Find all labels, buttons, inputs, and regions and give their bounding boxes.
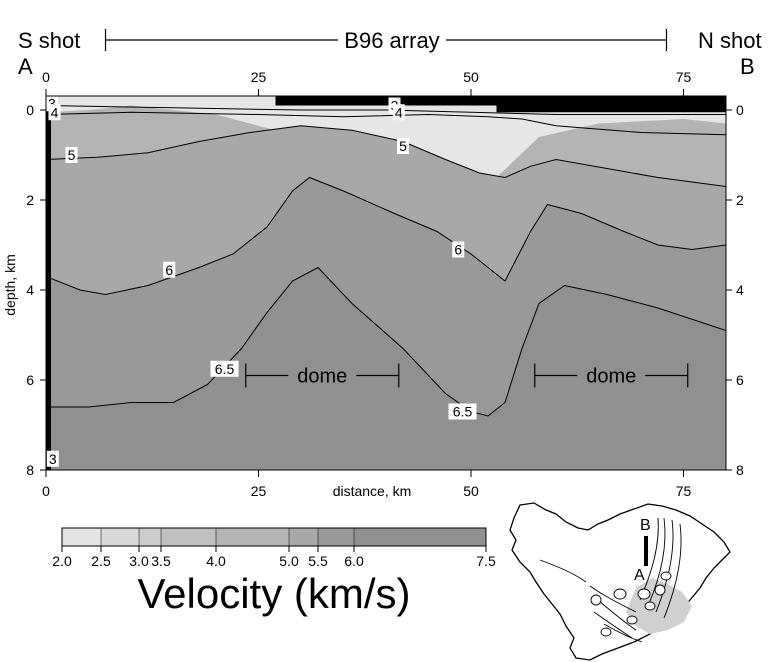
contour-label-bg xyxy=(48,104,61,121)
contour-label-bg xyxy=(46,450,59,467)
colorbar-tick-label: 5.5 xyxy=(308,553,328,569)
colorbar-tick-label: 5.0 xyxy=(279,553,299,569)
dome-label: dome xyxy=(586,366,636,388)
y-tick-label-right: 2 xyxy=(736,192,744,208)
island-outline xyxy=(509,502,731,661)
contour-label: 4 xyxy=(51,104,59,120)
contour-label-bg xyxy=(397,138,409,154)
y-tick-label: 6 xyxy=(26,372,34,388)
contour-label: 6 xyxy=(165,262,173,278)
x-tick-label: 75 xyxy=(676,483,692,499)
contour-line-5 xyxy=(46,125,726,187)
colorbar-swatch xyxy=(101,528,139,546)
colorbar-swatch xyxy=(289,528,318,546)
x-axis: 0 0 25 25 50 50 75 75 xyxy=(42,69,691,499)
y-axis: 0 0 2 2 4 4 6 6 8 8 xyxy=(26,102,744,478)
dome-label: dome xyxy=(297,366,347,388)
y-tick-label-right: 8 xyxy=(736,462,744,478)
velocity-bands xyxy=(46,105,726,470)
y-tick-label-right: 4 xyxy=(736,282,744,298)
contour-line-6-5 xyxy=(46,266,726,417)
colorbar-swatch xyxy=(354,528,486,546)
contour-label-bg xyxy=(163,261,176,278)
contour-label-bg xyxy=(452,241,465,258)
contour-label-bg xyxy=(210,360,239,377)
velocity-band-3 xyxy=(46,267,726,470)
x-tick-label: 25 xyxy=(251,483,267,499)
x-tick-label-top: 75 xyxy=(676,69,692,85)
fissure-swarms xyxy=(539,517,682,643)
array-label: B96 array xyxy=(344,28,439,53)
colorbar-tick-label: 6.0 xyxy=(344,553,364,569)
contour-lines xyxy=(46,105,726,417)
contour-label-bg xyxy=(65,147,78,163)
colorbar-swatch xyxy=(318,528,354,546)
contour-label-bg xyxy=(392,104,405,121)
inset-map: B A xyxy=(509,502,731,661)
y-tick-label: 8 xyxy=(26,462,34,478)
colorbar-tick-label: 4.0 xyxy=(206,553,226,569)
y-tick-label: 4 xyxy=(26,282,34,298)
contour-label: 3 xyxy=(48,95,56,111)
array-bar xyxy=(104,29,668,51)
inset-label-b: B xyxy=(640,517,651,534)
n-shot-label: N shot xyxy=(698,28,762,53)
y-tick-label: 0 xyxy=(26,102,34,118)
x-tick-label: 50 xyxy=(463,483,479,499)
end-label-a: A xyxy=(18,54,33,79)
colorbar-tick-label: 2.5 xyxy=(91,553,111,569)
dome-annotations: dome dome xyxy=(245,363,689,388)
contour-line-3 xyxy=(46,105,726,115)
x-tick-label: 0 xyxy=(42,483,50,499)
y-axis-label: depth, km xyxy=(2,254,18,315)
central-volcanoes xyxy=(590,571,672,637)
plot-frame xyxy=(45,95,727,471)
contour-label: 5 xyxy=(68,147,76,163)
y-tick-label: 2 xyxy=(26,192,34,208)
inset-label-a: A xyxy=(634,567,645,584)
dome-annotation: dome xyxy=(534,363,689,388)
colorbar-swatch xyxy=(161,528,216,546)
colorbar-tick-label: 3.0 xyxy=(129,553,149,569)
colorbar-swatch xyxy=(139,528,161,546)
contour-line-4 xyxy=(46,111,726,136)
contour-label: 5 xyxy=(399,138,407,154)
colorbar-title: Velocity (km/s) xyxy=(137,570,410,617)
x-tick-label-top: 0 xyxy=(42,69,50,85)
x-axis-label: distance, km xyxy=(333,483,412,499)
colorbar-tick-label: 7.5 xyxy=(476,553,496,569)
colorbar-swatch xyxy=(216,528,289,546)
contour-label: 4 xyxy=(395,104,403,120)
x-tick-label-top: 50 xyxy=(463,69,479,85)
contour-label: 6.5 xyxy=(215,361,235,377)
s-shot-label: S shot xyxy=(18,28,80,53)
contour-label-bg xyxy=(448,403,477,420)
x-tick-label-top: 25 xyxy=(251,69,267,85)
end-label-b: B xyxy=(740,54,755,79)
contour-label: 3 xyxy=(49,451,57,467)
contour-labels: 343455666.56.53 xyxy=(45,95,477,467)
contour-line-6 xyxy=(46,176,726,296)
top-mask xyxy=(46,96,726,113)
y-tick-label-right: 6 xyxy=(736,372,744,388)
colorbar: 2.0 2.5 3.0 3.5 4.0 5.0 5.5 6.0 7.5 xyxy=(52,527,496,569)
colorbar-swatch xyxy=(62,528,101,546)
y-tick-label-right: 0 xyxy=(736,102,744,118)
left-edge-bar xyxy=(46,96,51,470)
contour-label: 6 xyxy=(454,242,462,258)
colorbar-tick-label: 3.5 xyxy=(151,553,171,569)
dome-annotation: dome xyxy=(245,363,400,388)
colorbar-tick-label: 2.0 xyxy=(52,553,72,569)
contour-label: 6.5 xyxy=(453,404,473,420)
